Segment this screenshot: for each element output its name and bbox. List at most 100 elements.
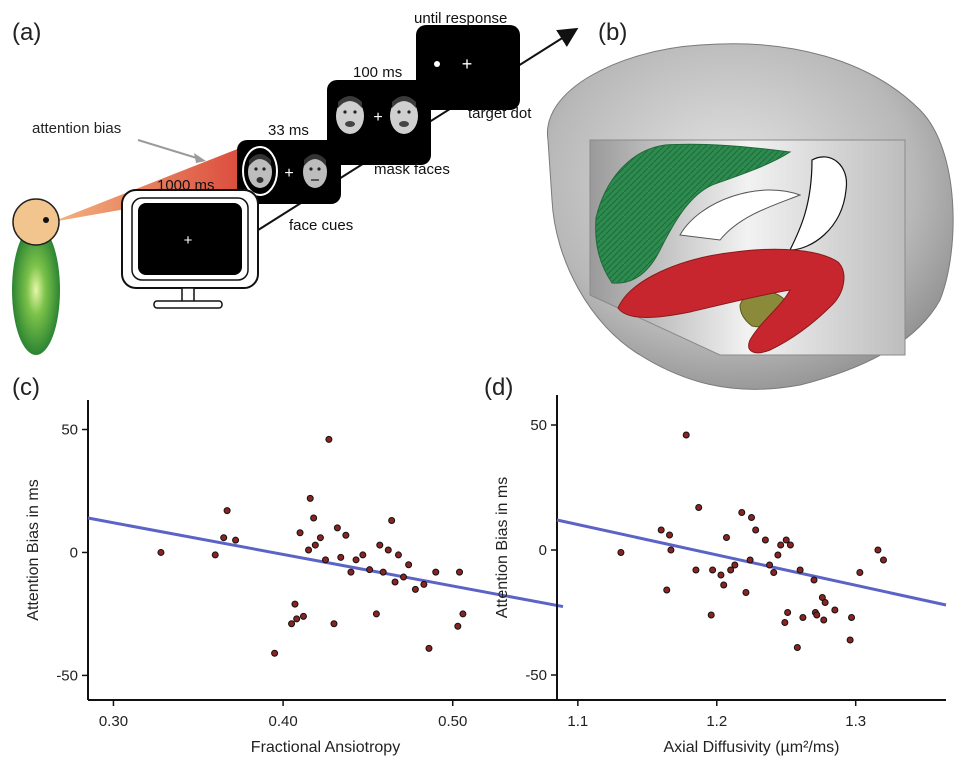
x-axis-label: Axial Diffusivity (µm²/ms) <box>663 739 839 756</box>
data-point <box>761 536 769 544</box>
data-point <box>879 556 887 564</box>
data-point <box>821 599 829 606</box>
y-axis-label: Attention Bias in ms <box>494 477 511 618</box>
data-point <box>752 526 760 534</box>
data-point <box>770 569 778 576</box>
red-tract <box>617 248 845 354</box>
cue-screen: + <box>237 140 341 204</box>
data-point <box>333 524 341 532</box>
target-dot <box>434 61 440 67</box>
data-point <box>372 610 380 618</box>
x-tick-label: 1.1 <box>567 713 588 730</box>
person-figure <box>12 198 60 355</box>
data-point <box>695 504 703 511</box>
data-point <box>742 589 750 596</box>
data-point <box>456 568 464 576</box>
data-point <box>394 551 402 559</box>
timing-mask: 33 ms <box>268 122 309 139</box>
data-point <box>310 514 318 522</box>
x-tick-label: 1.2 <box>706 713 727 730</box>
data-point <box>663 586 671 594</box>
fixation-cross-cue: + <box>284 165 293 182</box>
data-point <box>347 568 355 576</box>
data-point <box>766 561 774 569</box>
scatter-plot-d: 50 0 -50 1.1 1.2 1.3 Axial Diffusivity (µm²/ms… <box>494 395 947 756</box>
data-point <box>157 548 165 556</box>
data-point <box>411 585 419 593</box>
data-point <box>211 551 219 559</box>
data-point <box>352 556 360 564</box>
timing-target: 100 ms <box>353 64 402 81</box>
face-mask-left <box>336 96 364 134</box>
fixation-monitor: + <box>121 189 259 309</box>
x-tick-label: 0.50 <box>438 713 467 730</box>
data-point <box>796 566 804 574</box>
data-point <box>781 619 789 626</box>
data-point <box>306 494 314 502</box>
data-point <box>820 616 828 624</box>
data-point <box>738 509 746 516</box>
x-tick-label: 1.3 <box>845 713 866 730</box>
attended-face-highlight <box>242 146 278 196</box>
data-point <box>692 566 700 574</box>
data-point <box>657 526 665 534</box>
monitor-stand <box>153 300 223 309</box>
x-tick-label: 0.40 <box>268 713 297 730</box>
data-point <box>366 566 374 574</box>
data-point <box>391 578 399 586</box>
green-tract <box>595 143 792 284</box>
y-tick-label: -50 <box>525 667 547 684</box>
y-tick-label: 50 <box>61 422 78 439</box>
attention-beam <box>52 148 262 222</box>
monitor-neck <box>181 287 195 303</box>
target-screen: + <box>416 25 520 110</box>
data-point <box>784 609 792 616</box>
x-tick-label: 0.30 <box>99 713 128 730</box>
data-point <box>388 516 396 524</box>
attention-bias-label: attention bias <box>32 120 121 137</box>
data-point <box>376 541 384 549</box>
person-body <box>12 225 60 355</box>
data-point <box>296 529 304 537</box>
data-point <box>793 644 801 651</box>
fixation-cross-mask: + <box>373 109 382 126</box>
y-tick-label: 0 <box>70 544 78 561</box>
data-point <box>330 620 338 628</box>
data-point <box>425 644 433 652</box>
data-point <box>682 431 690 439</box>
scatter-plot-c: 50 0 -50 0.30 0.40 0.50 Fractional Ansiotropy A… <box>25 400 564 756</box>
data-point <box>799 614 807 621</box>
corpus-callosum <box>679 189 802 241</box>
attention-bias-arrow <box>137 139 201 160</box>
data-point <box>874 546 882 554</box>
data-point <box>782 536 790 544</box>
data-point <box>777 541 785 549</box>
data-point <box>454 622 462 630</box>
data-point <box>316 534 324 542</box>
timing-response: until response <box>414 10 507 27</box>
attention-bias-arrowhead <box>194 153 206 163</box>
data-point <box>311 541 319 549</box>
data-point <box>271 649 279 657</box>
data-point <box>846 636 854 644</box>
data-point <box>667 546 675 554</box>
data-point <box>400 573 408 581</box>
person-eye <box>43 217 49 223</box>
data-point <box>717 571 725 579</box>
fixation-cross-monitor: + <box>184 232 193 249</box>
label-target-dot: target dot <box>468 105 532 122</box>
face-mask-right <box>390 96 418 134</box>
data-point <box>709 566 717 574</box>
data-point <box>232 536 240 544</box>
data-point <box>666 531 674 539</box>
label-face-cues: face cues <box>289 217 353 234</box>
data-point <box>220 534 228 542</box>
y-tick-label: 0 <box>539 542 547 559</box>
panel-label-a: (a) <box>12 19 41 46</box>
data-point <box>299 612 307 620</box>
data-point <box>731 561 739 569</box>
data-point <box>831 606 839 614</box>
data-point <box>322 556 329 564</box>
panel-label-b: (b) <box>598 19 627 46</box>
data-point <box>305 546 313 554</box>
